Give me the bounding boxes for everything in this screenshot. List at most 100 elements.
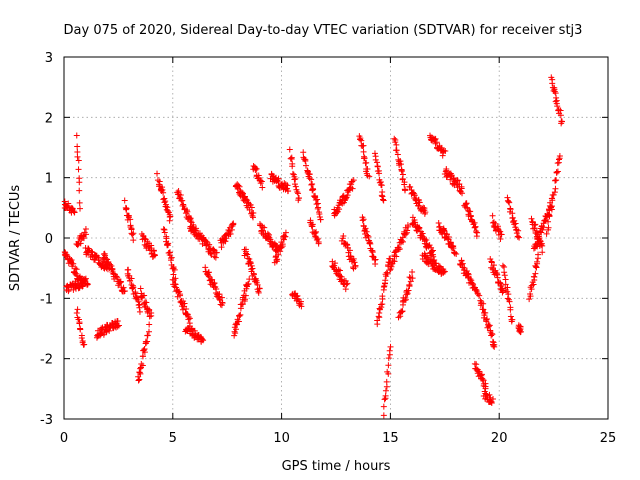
data-point	[146, 321, 153, 328]
data-point	[382, 392, 389, 399]
data-point	[284, 182, 291, 189]
data-point	[151, 252, 158, 259]
data-point	[162, 198, 169, 205]
data-point	[515, 227, 522, 234]
data-point	[422, 209, 429, 216]
data-point	[166, 249, 173, 256]
data-point	[249, 265, 256, 272]
data-point	[180, 203, 187, 210]
data-point	[273, 256, 280, 263]
data-point	[160, 189, 167, 196]
data-point	[211, 253, 218, 260]
data-point	[243, 250, 250, 257]
data-point	[137, 365, 144, 372]
data-point	[379, 301, 386, 308]
data-point	[296, 195, 303, 202]
data-point	[115, 322, 122, 329]
data-point	[505, 291, 512, 298]
data-point	[489, 331, 496, 338]
data-point	[398, 237, 405, 244]
data-point	[70, 208, 77, 215]
data-point	[344, 280, 351, 287]
data-point	[505, 198, 512, 205]
data-point	[476, 292, 483, 299]
data-point	[187, 218, 194, 225]
data-point	[314, 235, 321, 242]
data-point	[65, 200, 72, 207]
data-point	[428, 248, 435, 255]
data-point	[74, 143, 81, 150]
data-point	[392, 139, 399, 146]
data-point	[548, 203, 555, 210]
data-point	[489, 212, 496, 219]
data-point	[315, 239, 322, 246]
data-point	[76, 187, 83, 194]
data-point	[143, 299, 150, 306]
data-point	[379, 295, 386, 302]
data-point	[179, 306, 186, 313]
data-point	[128, 275, 135, 282]
data-point	[84, 281, 91, 288]
data-point	[78, 334, 85, 341]
data-point	[482, 309, 489, 316]
data-point	[144, 338, 151, 345]
data-point	[450, 245, 457, 252]
data-point	[516, 234, 523, 241]
data-point	[282, 229, 289, 236]
data-point	[501, 269, 508, 276]
data-point	[553, 169, 560, 176]
data-point	[284, 188, 291, 195]
data-point	[253, 165, 260, 172]
data-point	[202, 264, 209, 271]
data-point	[458, 261, 465, 268]
data-point	[291, 181, 298, 188]
data-point	[73, 132, 80, 139]
data-point	[532, 270, 539, 277]
data-point	[130, 284, 137, 291]
data-point	[81, 276, 88, 283]
data-point	[533, 264, 540, 271]
data-point	[63, 252, 70, 259]
data-point	[160, 226, 167, 233]
data-point	[530, 281, 537, 288]
data-point	[552, 177, 559, 184]
data-point	[289, 170, 296, 177]
data-point	[467, 208, 474, 215]
data-point	[360, 216, 367, 223]
data-point	[146, 306, 153, 313]
data-point	[388, 263, 395, 270]
data-point	[130, 237, 137, 244]
data-point	[554, 160, 561, 167]
data-point	[528, 215, 535, 222]
data-point	[139, 353, 146, 360]
data-point	[123, 205, 130, 212]
data-point	[114, 317, 121, 324]
data-point	[467, 276, 474, 283]
data-point	[419, 230, 426, 237]
data-point	[362, 225, 369, 232]
data-point	[177, 191, 184, 198]
data-point	[247, 202, 254, 209]
y-tick-labels: -3 -2 -1 0 1 2 3	[40, 51, 53, 428]
data-point	[507, 304, 514, 311]
data-point	[357, 135, 364, 142]
data-point	[230, 220, 237, 227]
data-point	[103, 255, 110, 262]
data-point	[338, 273, 345, 280]
data-point	[245, 280, 252, 287]
x-tick-label: 10	[273, 431, 290, 446]
data-point	[385, 370, 392, 377]
data-point	[364, 232, 371, 239]
data-point	[346, 247, 353, 254]
data-point	[405, 287, 412, 294]
data-point	[374, 321, 381, 328]
data-point	[141, 345, 148, 352]
data-point	[175, 187, 182, 194]
data-point	[369, 249, 376, 256]
data-point	[332, 260, 339, 267]
y-tick-label: 3	[45, 51, 53, 66]
data-point	[83, 231, 90, 238]
data-point	[177, 292, 184, 299]
data-point	[372, 153, 379, 160]
data-point	[228, 226, 235, 233]
